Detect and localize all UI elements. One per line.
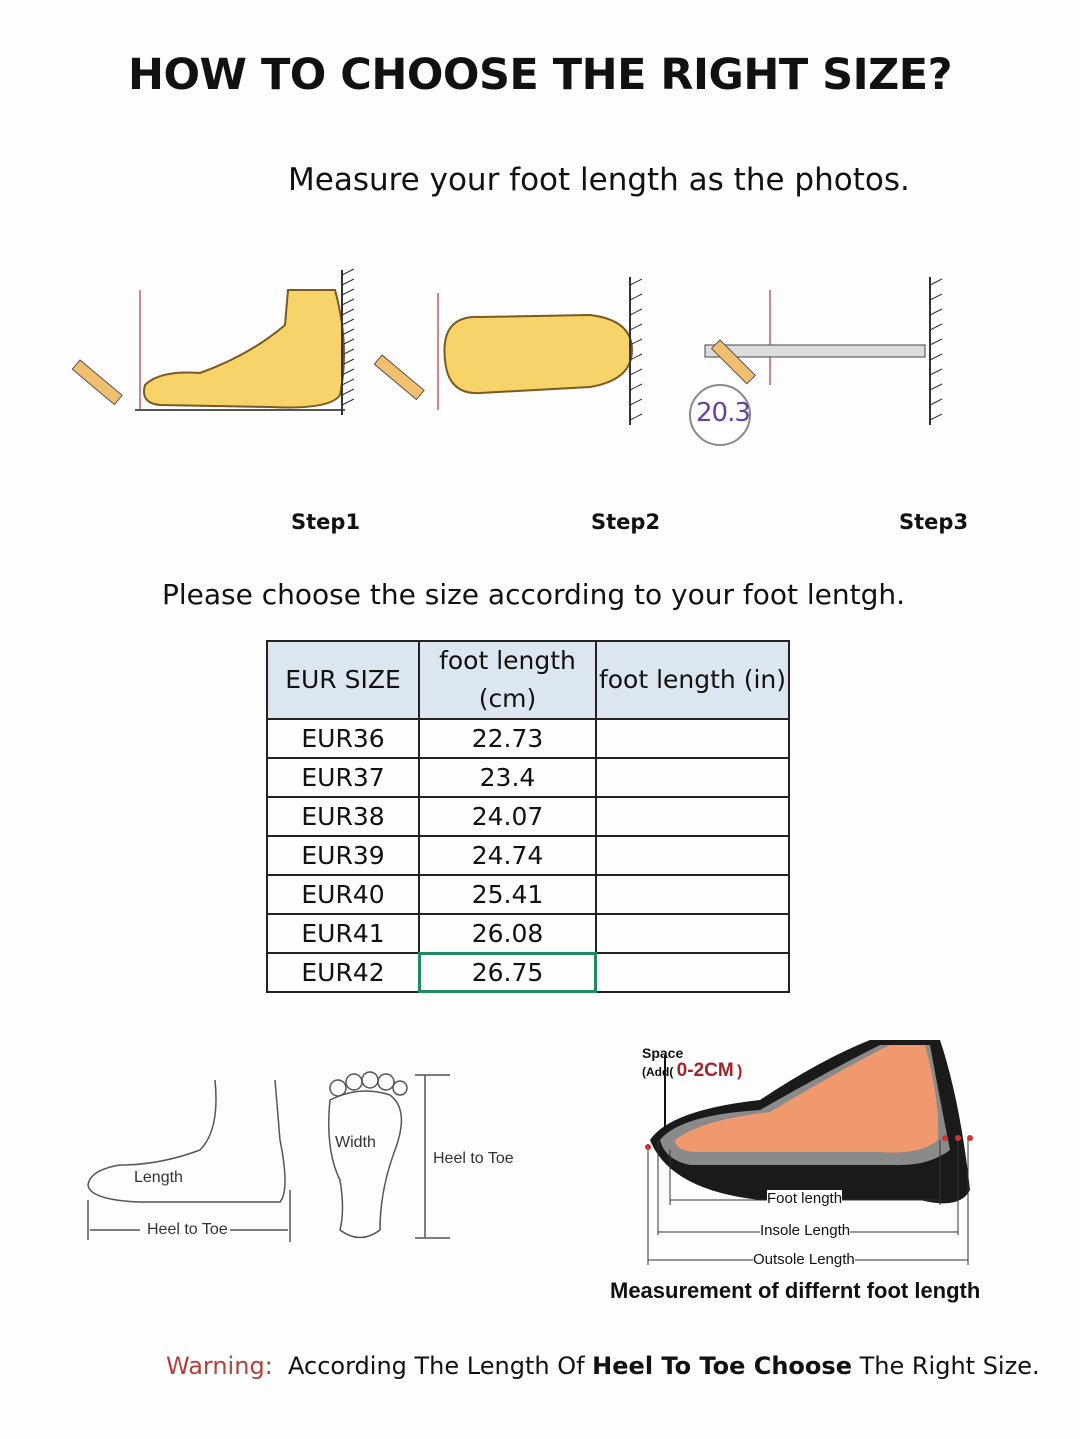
header-cell: foot length (cm) <box>418 640 597 720</box>
table-row: EUR38 24.07 <box>266 796 790 837</box>
foot-length-cm-cell[interactable]: 26.75 <box>418 952 597 993</box>
table-row: EUR40 25.41 <box>266 874 790 915</box>
steps-illustration <box>71 268 943 446</box>
foot-length-cm-cell[interactable]: 24.74 <box>418 835 597 876</box>
ruler-reading: 20.3 <box>696 398 751 428</box>
foot-length-in-cell[interactable] <box>595 913 790 954</box>
table-row: EUR42 26.75 <box>266 952 790 993</box>
table-row: EUR36 22.73 <box>266 718 790 759</box>
foot-length-in-cell[interactable] <box>595 757 790 798</box>
warning-text-end: The Right Size. <box>851 1352 1040 1380</box>
eur-size-cell[interactable]: EUR42 <box>266 952 420 993</box>
warning-bold: Heel To Toe Choose <box>592 1352 852 1380</box>
step2-illustration <box>373 277 643 425</box>
space-close: ) <box>737 1063 743 1080</box>
foot-length-in-cell[interactable] <box>595 874 790 915</box>
foot-length-in-cell[interactable] <box>595 718 790 759</box>
header-cell: foot length (in) <box>595 640 790 720</box>
eur-size-cell[interactable]: EUR37 <box>266 757 420 798</box>
space-value: 0-2CM <box>676 1060 734 1081</box>
table-row: EUR37 23.4 <box>266 757 790 798</box>
pencil-icon <box>71 359 123 406</box>
pencil-icon <box>373 354 425 401</box>
eur-size-cell[interactable]: EUR40 <box>266 874 420 915</box>
step-label: Step3 <box>899 510 969 534</box>
foot-length-cm-cell[interactable]: 22.73 <box>418 718 597 759</box>
warning-note: Warning: According The Length Of Heel To… <box>166 1352 1040 1380</box>
heel-to-toe-label: Heel to Toe <box>433 1150 514 1167</box>
step-label: Step1 <box>291 510 361 534</box>
step-label: Step2 <box>591 510 661 534</box>
eur-size-cell[interactable]: EUR36 <box>266 718 420 759</box>
outsole-length-label: Outsole Length <box>753 1251 855 1268</box>
table-header-row: EUR SIZE foot length (cm) foot length (i… <box>266 640 790 720</box>
table-row: EUR39 24.74 <box>266 835 790 876</box>
eur-size-cell[interactable]: EUR41 <box>266 913 420 954</box>
subtitle: Measure your foot length as the photos. <box>288 162 910 198</box>
side-foot-diagram <box>87 1079 291 1242</box>
table-row: EUR41 26.08 <box>266 913 790 954</box>
warning-label: Warning: <box>166 1352 273 1380</box>
instruction-text: Please choose the size according to your… <box>162 578 906 611</box>
foot-length-label: Foot length <box>767 1190 843 1207</box>
eur-size-cell[interactable]: EUR39 <box>266 835 420 876</box>
space-value-line: (Add( 0-2CM ) <box>642 1060 742 1082</box>
foot-length-in-cell[interactable] <box>595 952 790 993</box>
warning-text: According The Length Of <box>288 1352 593 1380</box>
foot-diagrams <box>87 1071 450 1242</box>
pencil-icon <box>710 339 757 385</box>
foot-length-cm-cell[interactable]: 23.4 <box>418 757 597 798</box>
foot-length-cm-cell[interactable]: 25.41 <box>418 874 597 915</box>
heel-to-toe-label: Heel to Toe <box>147 1221 228 1238</box>
foot-length-cm-cell[interactable]: 26.08 <box>418 913 597 954</box>
page-title: HOW TO CHOOSE THE RIGHT SIZE? <box>128 50 953 100</box>
eur-size-cell[interactable]: EUR38 <box>266 796 420 837</box>
insole-length-label: Insole Length <box>760 1222 851 1239</box>
length-label: Length <box>134 1169 183 1186</box>
space-label: Space <box>642 1045 684 1061</box>
foot-length-cm-cell[interactable]: 24.07 <box>418 796 597 837</box>
size-table: EUR SIZE foot length (cm) foot length (i… <box>266 640 790 993</box>
width-label: Width <box>335 1134 376 1151</box>
add-label: (Add( <box>642 1065 674 1079</box>
shoe-measurement-diagram <box>645 1040 973 1265</box>
step1-illustration <box>71 268 355 415</box>
step3-illustration <box>689 277 943 446</box>
foot-length-in-cell[interactable] <box>595 796 790 837</box>
header-cell: EUR SIZE <box>266 640 420 720</box>
measurement-caption: Measurement of differnt foot length <box>610 1278 981 1303</box>
sole-foot-diagram <box>328 1071 450 1239</box>
foot-length-in-cell[interactable] <box>595 835 790 876</box>
